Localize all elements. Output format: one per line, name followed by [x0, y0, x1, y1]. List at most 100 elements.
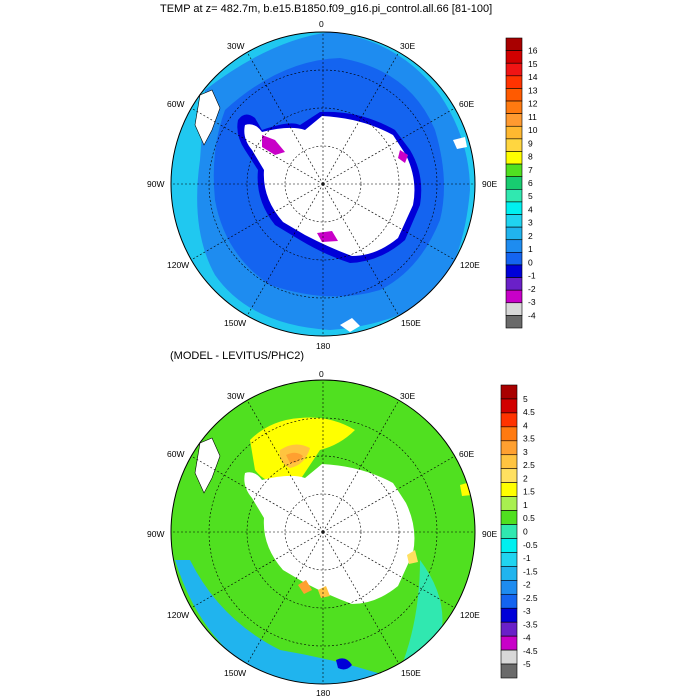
lon-label-90w: 90W: [147, 179, 164, 189]
colorbar-swatch: [500, 454, 518, 470]
colorbar-swatch: [500, 621, 518, 637]
colorbar-swatch: [500, 635, 518, 651]
colorbar-swatch: [505, 113, 523, 127]
panel-title-difference: (MODEL - LEVITUS/PHC2): [170, 350, 305, 362]
lon-label-150w: 150W: [224, 318, 246, 328]
longitude-labels-panel-2: 0 30E 60E 90E 120E 150E 180 150W 120W 90…: [147, 369, 497, 698]
colorbar-label: 3: [523, 447, 528, 457]
colorbar-label: 10: [528, 125, 538, 135]
lon-label-90e: 90E: [482, 179, 497, 189]
colorbar-label: 13: [528, 85, 538, 95]
colorbar-swatch: [505, 50, 523, 64]
colorbar-swatch: [505, 315, 523, 329]
colorbar-label: 1: [523, 500, 528, 510]
diff-patch-ross-2: [318, 586, 330, 598]
colorbar-label: 4: [523, 420, 528, 430]
colorbar-swatch: [500, 566, 518, 581]
colorbar-swatch: [505, 239, 523, 253]
colorbar-label: 1: [528, 244, 533, 254]
lon-label-90w: 90W: [147, 529, 164, 539]
colorbar-label: 16: [528, 46, 538, 56]
lon-label-60w: 60W: [167, 99, 184, 109]
colorbar-label: 6: [528, 178, 533, 188]
colorbar-label: -1.5: [523, 566, 538, 576]
colorbar-swatch: [505, 264, 523, 278]
colorbar-label: 0: [523, 527, 528, 537]
colorbar-label: -0.5: [523, 540, 538, 550]
lon-label-120w: 120W: [167, 260, 189, 270]
colorbar-label: 2: [528, 231, 533, 241]
lon-label-60w: 60W: [167, 449, 184, 459]
colorbar-label: 2: [523, 473, 528, 483]
colorbar-swatch: [505, 138, 523, 152]
colorbar-label: -3: [523, 606, 531, 616]
lon-label-0: 0: [319, 19, 324, 29]
colorbar-swatch: [505, 289, 523, 304]
colorbar-label: -1: [528, 271, 536, 281]
colorbar-label: 2.5: [523, 460, 535, 470]
colorbar-label: 12: [528, 99, 538, 109]
lon-label-60e: 60E: [459, 99, 474, 109]
graticule-panel-1: [170, 31, 476, 337]
colorbar-label: 4: [528, 204, 533, 214]
colorbar-label: 9: [528, 138, 533, 148]
lon-label-60e: 60E: [459, 449, 474, 459]
colorbar-label: 8: [528, 152, 533, 162]
lon-label-120e: 120E: [460, 260, 480, 270]
colorbar-swatch: [500, 384, 518, 400]
antarctica-landmass-2: [244, 464, 415, 604]
colorbar-label: -3.5: [523, 619, 538, 629]
lon-label-150e: 150E: [401, 318, 421, 328]
colorbar-swatch: [505, 277, 523, 291]
longitude-labels-panel-1: 0 30E 60E 90E 120E 150E 180 150W 120W 90…: [147, 19, 497, 351]
lon-label-150e: 150E: [401, 668, 421, 678]
colorbar-difference: 5 4.5 4 3.5 3 2.5 2 1.5 1 0.5 0 -0.5 -1 -1.5 -2 -2.5 -3 -…: [500, 384, 538, 679]
colorbar-swatch: [500, 607, 518, 623]
colorbar-label: 4.5: [523, 407, 535, 417]
colorbar-label: 1.5: [523, 487, 535, 497]
colorbar-swatch: [505, 302, 523, 316]
graticule-panel-2: [170, 379, 476, 685]
lon-label-180: 180: [316, 688, 330, 698]
lon-label-30w: 30W: [227, 391, 244, 401]
colorbar-swatch: [505, 62, 523, 77]
colorbar-label: -4: [523, 633, 531, 643]
colorbar-label: -4.5: [523, 646, 538, 656]
colorbar-label: -2: [523, 580, 531, 590]
colorbar-label: 0: [528, 257, 533, 267]
colorbar-swatch: [505, 88, 523, 102]
colorbar-swatch: [505, 252, 523, 266]
panel-title-temperature: TEMP at z= 482.7m, b.e15.B1850.f09_g16.p…: [160, 3, 493, 15]
colorbar-swatch: [500, 538, 518, 553]
colorbar-label: 15: [528, 59, 538, 69]
diff-patch-east: [407, 550, 418, 564]
shelf-patch-east: [398, 150, 408, 163]
colorbar-swatch: [505, 163, 523, 177]
new-zealand-patch: [340, 318, 360, 332]
colorbar-swatch: [500, 468, 518, 483]
colorbar-label: 3: [528, 218, 533, 228]
colorbar-label: 0.5: [523, 513, 535, 523]
lon-label-180: 180: [316, 341, 330, 351]
colorbar-label: -4: [528, 310, 536, 320]
colorbar-swatch: [500, 580, 518, 595]
colorbar-label: 7: [528, 165, 533, 175]
diff-field-strong-negative: [230, 685, 310, 700]
colorbar-label: 14: [528, 72, 538, 82]
colorbar-swatch: [500, 649, 518, 665]
colorbar-swatch: [500, 426, 518, 442]
lon-label-30e: 30E: [400, 41, 415, 51]
colorbar-swatch: [505, 226, 523, 241]
colorbar-swatch: [505, 75, 523, 89]
lon-label-30e: 30E: [400, 391, 415, 401]
shelf-patch-weddell: [262, 135, 285, 155]
lon-label-30w: 30W: [227, 41, 244, 51]
colorbar-label: 11: [528, 112, 537, 122]
diff-patch-ross-1: [298, 580, 312, 594]
colorbar-swatch: [500, 412, 518, 428]
colorbar-label: -1: [523, 553, 531, 563]
map-panel-difference: 0 30E 60E 90E 120E 150E 180 150W 120W 90…: [147, 369, 538, 700]
colorbar-swatch: [500, 482, 518, 497]
